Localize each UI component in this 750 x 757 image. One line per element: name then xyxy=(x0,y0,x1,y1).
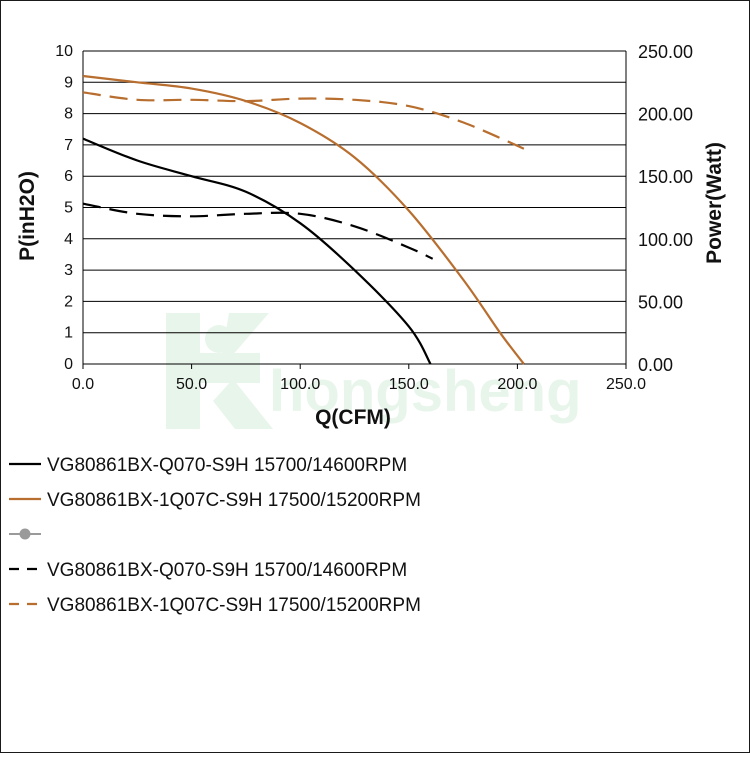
y-tick-label: 4 xyxy=(64,231,73,248)
tick-labels: 0123456789100.0050.00100.00150.00200.002… xyxy=(55,42,693,393)
legend: VG80861BX-Q070-S9H 15700/14600RPM VG80861… xyxy=(9,455,421,616)
legend-entry-2 xyxy=(9,528,41,540)
series-lines xyxy=(82,74,525,365)
legend-entry-0: VG80861BX-Q070-S9H 15700/14600RPM xyxy=(9,455,407,476)
legend-entry-3: VG80861BX-Q070-S9H 15700/14600RPM xyxy=(9,560,407,581)
series-line-4 xyxy=(82,91,525,150)
y2-tick-label: 150.00 xyxy=(638,167,693,187)
y2-tick-label: 250.00 xyxy=(638,42,693,62)
legend-marker xyxy=(19,528,31,540)
x-tick-label: 0.0 xyxy=(72,376,94,393)
y-tick-label: 6 xyxy=(64,168,73,185)
legend-label: VG80861BX-Q070-S9H 15700/14600RPM xyxy=(47,455,407,476)
y2-tick-label: 100.00 xyxy=(638,230,693,250)
y2-tick-label: 200.00 xyxy=(638,105,693,125)
x-tick-label: 100.0 xyxy=(280,376,320,393)
series-line-1 xyxy=(82,74,525,365)
watermark-logo-icon xyxy=(166,313,273,429)
legend-label: VG80861BX-1Q07C-S9H 17500/15200RPM xyxy=(47,595,421,616)
y-tick-label: 7 xyxy=(64,137,73,154)
legend-entry-1: VG80861BX-1Q07C-S9H 17500/15200RPM xyxy=(9,490,421,511)
y-tick-label: 3 xyxy=(64,262,73,279)
grid-lines xyxy=(83,50,626,365)
y2-axis-title: Power(Watt) xyxy=(703,142,726,264)
y-tick-label: 10 xyxy=(55,43,73,60)
legend-entry-4: VG80861BX-1Q07C-S9H 17500/15200RPM xyxy=(9,595,421,616)
y-tick-label: 2 xyxy=(64,293,73,310)
series-line-0 xyxy=(82,137,432,365)
x-tick-label: 250.0 xyxy=(606,376,646,393)
x-tick-label: 150.0 xyxy=(389,376,429,393)
y-tick-label: 8 xyxy=(64,106,73,123)
x-axis-title: Q(CFM) xyxy=(315,406,391,429)
y-tick-label: 5 xyxy=(64,200,73,217)
legend-label: VG80861BX-1Q07C-S9H 17500/15200RPM xyxy=(47,490,421,511)
watermark: hongsheng xyxy=(166,313,582,429)
y-axis-title: P(inH2O) xyxy=(16,171,39,261)
y2-tick-label: 0.00 xyxy=(638,355,673,375)
watermark-text: hongsheng xyxy=(269,359,582,424)
x-tick-label: 50.0 xyxy=(176,376,207,393)
y-tick-label: 9 xyxy=(64,74,73,91)
series-line-3 xyxy=(82,202,434,260)
axes xyxy=(82,51,627,369)
y-tick-label: 1 xyxy=(64,325,73,342)
y-tick-label: 0 xyxy=(64,356,73,373)
x-tick-label: 200.0 xyxy=(497,376,537,393)
legend-label: VG80861BX-Q070-S9H 15700/14600RPM xyxy=(47,560,407,581)
y2-tick-label: 50.00 xyxy=(638,292,683,312)
